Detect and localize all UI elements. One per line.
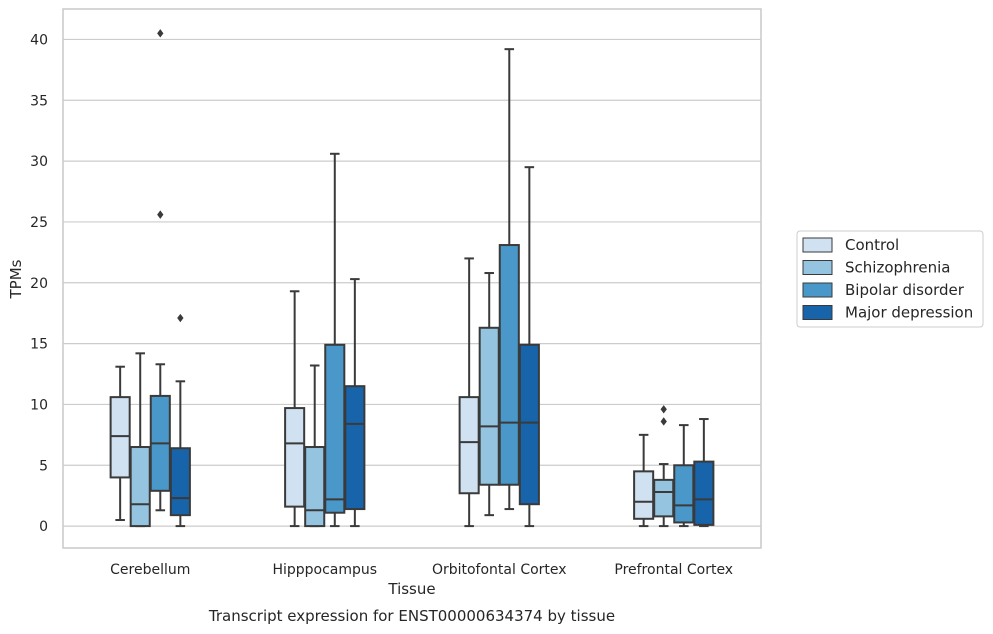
box-0-0 bbox=[109, 365, 131, 522]
legend-entry-label: Schizophrenia bbox=[845, 259, 950, 277]
box-0-2 bbox=[149, 29, 171, 512]
x-tick-label: Hipppocampus bbox=[272, 562, 377, 578]
box-iqr bbox=[653, 478, 675, 518]
box-2-1 bbox=[478, 272, 500, 517]
y-axis-label: TPMs bbox=[7, 259, 25, 299]
legend-swatch bbox=[802, 282, 833, 298]
box-iqr bbox=[284, 407, 306, 508]
x-tick-label: Orbitofontal Cortex bbox=[432, 562, 567, 578]
box-2-0 bbox=[458, 257, 480, 528]
x-axis-ticks: Cerebellum Hipppocampus Orbitofontal Corte… bbox=[110, 562, 733, 578]
box-iqr bbox=[478, 326, 500, 486]
legend-entry-label: Bipolar disorder bbox=[845, 281, 965, 299]
box-2-2 bbox=[498, 48, 520, 511]
legend-entry-label: Control bbox=[845, 236, 899, 254]
box-1-2 bbox=[324, 152, 346, 528]
legend-swatch bbox=[802, 305, 833, 320]
box-iqr bbox=[344, 385, 366, 511]
outlier-point bbox=[660, 405, 667, 414]
box-3-3 bbox=[693, 418, 715, 528]
y-tick-label: 25 bbox=[30, 215, 48, 231]
box-3-0 bbox=[633, 433, 655, 528]
box-iqr bbox=[458, 396, 480, 495]
x-tick-label: Cerebellum bbox=[110, 562, 190, 578]
legend-swatch bbox=[802, 260, 833, 275]
box-1-1 bbox=[304, 364, 326, 528]
box-iqr bbox=[129, 446, 151, 528]
box-iqr bbox=[633, 470, 655, 520]
chart-title: Transcript expression for ENST0000063437… bbox=[208, 607, 615, 625]
box-iqr bbox=[673, 464, 695, 524]
box-1-0 bbox=[284, 290, 306, 528]
box-3-1 bbox=[653, 405, 675, 528]
box-iqr bbox=[169, 447, 191, 517]
box-iqr bbox=[518, 343, 540, 506]
box-2-3 bbox=[518, 166, 540, 528]
y-tick-label: 0 bbox=[39, 519, 48, 535]
outlier-point bbox=[177, 313, 184, 323]
y-tick-label: 20 bbox=[30, 276, 48, 292]
box-iqr bbox=[693, 460, 715, 526]
legend: Control Schizophrenia Bipolar disorder Majo… bbox=[796, 230, 984, 328]
plot-frame bbox=[62, 8, 762, 549]
y-tick-label: 30 bbox=[30, 154, 48, 170]
legend-swatch bbox=[802, 237, 833, 253]
outlier-point bbox=[157, 29, 164, 38]
outlier-point bbox=[660, 417, 667, 426]
box-iqr bbox=[498, 244, 520, 486]
outlier-point bbox=[157, 210, 164, 219]
box-iqr bbox=[324, 343, 346, 514]
box-0-1 bbox=[129, 352, 151, 528]
legend-entry-label: Major depression bbox=[845, 304, 973, 322]
x-axis-label: Tissue bbox=[387, 580, 435, 598]
box-iqr bbox=[304, 446, 326, 528]
y-tick-label: 35 bbox=[30, 93, 48, 109]
box-1-3 bbox=[344, 278, 366, 528]
x-tick-label: Prefrontal Cortex bbox=[614, 562, 733, 578]
y-tick-label: 10 bbox=[30, 397, 48, 413]
y-tick-label: 5 bbox=[39, 458, 48, 474]
y-tick-label: 15 bbox=[30, 337, 48, 353]
box-3-2 bbox=[673, 424, 695, 528]
box-iqr bbox=[109, 396, 131, 479]
legend-frame bbox=[796, 230, 984, 328]
y-axis-ticks: 0 5 10 15 20 25 30 35 40 bbox=[30, 32, 48, 535]
y-tick-label: 40 bbox=[30, 32, 48, 48]
boxes bbox=[109, 29, 715, 528]
box-0-3 bbox=[169, 313, 191, 528]
